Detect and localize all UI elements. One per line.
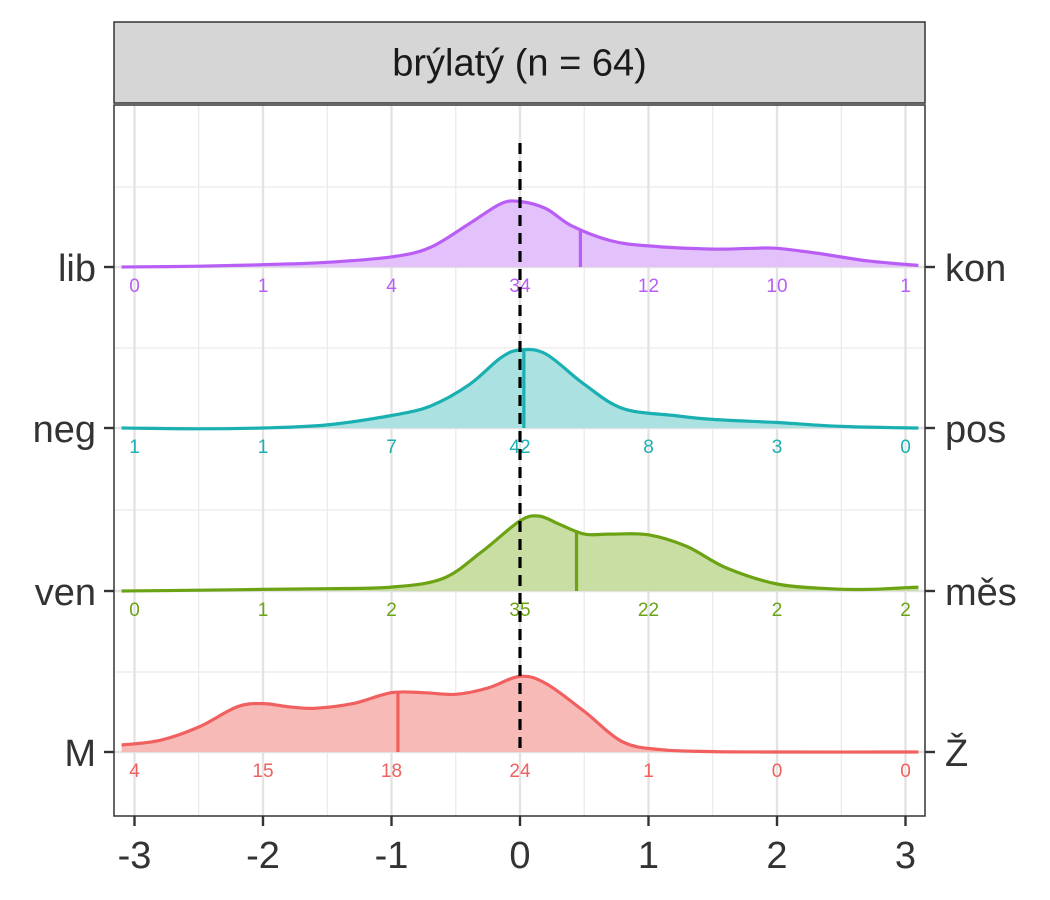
count-label: 2 — [900, 600, 911, 621]
count-label: 8 — [643, 437, 654, 458]
y-label-left: neg — [33, 409, 96, 451]
count-label: 12 — [638, 276, 659, 297]
density-line-ven — [121, 514, 919, 593]
count-label: 1 — [643, 761, 654, 782]
x-tick-label: -1 — [375, 835, 409, 877]
count-label: 18 — [381, 761, 402, 782]
y-label-right: měs — [945, 572, 1017, 614]
density-area-M — [121, 676, 919, 753]
count-label: 1 — [900, 276, 911, 297]
count-label: 1 — [129, 437, 140, 458]
count-label: 0 — [900, 761, 911, 782]
count-label: 0 — [129, 276, 140, 297]
y-label-left: M — [64, 733, 96, 775]
count-label: 42 — [509, 437, 530, 458]
count-label: 15 — [252, 761, 273, 782]
x-tick-label: -2 — [246, 835, 280, 877]
y-label-right: kon — [945, 248, 1006, 290]
count-label: 0 — [900, 437, 911, 458]
count-label: 10 — [766, 276, 787, 297]
density-area-neg — [121, 349, 919, 429]
x-tick-label: 1 — [638, 835, 659, 877]
y-label-right: Ž — [945, 732, 968, 775]
facet-strip: brýlatý (n = 64) — [113, 21, 926, 104]
density-line-lib — [121, 199, 919, 269]
x-tick-label: -3 — [118, 835, 152, 877]
ridge-series-ven: 0 1 2 35 22 2 2 — [121, 514, 919, 621]
count-label: 1 — [258, 600, 269, 621]
y-label-left: ven — [35, 572, 96, 614]
count-label: 24 — [509, 761, 531, 782]
ridge-series-M: 4 15 18 24 1 0 0 — [121, 674, 919, 782]
count-label: 2 — [772, 600, 783, 621]
y-label-right: pos — [945, 409, 1006, 451]
count-label: 3 — [772, 437, 783, 458]
count-label: 35 — [509, 600, 530, 621]
series-layer: 4 15 18 24 1 0 00 1 2 35 22 2 21 1 7 42 8 3 00 1 4 34 12 10 1 — [121, 199, 919, 782]
facet-title: brýlatý (n = 64) — [392, 43, 647, 85]
count-label: 2 — [386, 600, 397, 621]
count-label: 4 — [386, 276, 397, 297]
count-label: 4 — [129, 761, 140, 782]
density-line-M — [121, 674, 919, 754]
count-label: 0 — [129, 600, 140, 621]
count-label: 0 — [772, 761, 783, 782]
x-tick-label: 0 — [509, 835, 530, 877]
x-tick-label: 2 — [766, 835, 787, 877]
count-label: 7 — [386, 437, 397, 458]
count-label: 22 — [638, 600, 659, 621]
count-label: 1 — [258, 437, 269, 458]
y-label-left: lib — [58, 248, 96, 290]
x-tick-label: 3 — [895, 835, 916, 877]
density-area-ven — [121, 515, 919, 591]
count-label: 34 — [509, 276, 531, 297]
facet-strip-background — [113, 21, 926, 104]
count-label: 1 — [258, 276, 269, 297]
